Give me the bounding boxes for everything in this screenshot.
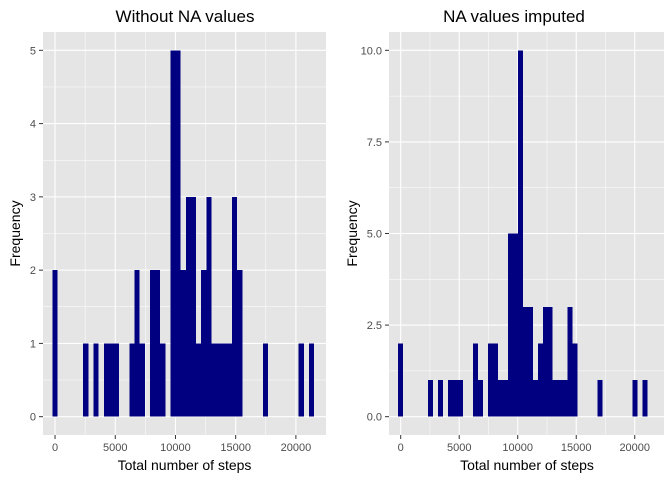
- histogram-bar: [262, 343, 268, 417]
- histogram-bar: [232, 196, 238, 417]
- panel-without-na: Without NA values 0 5000 10000 15000 20000 0 1…: [7, 7, 326, 473]
- y-tick-label: 5.0: [367, 229, 382, 241]
- histogram-bar: [226, 343, 233, 417]
- histogram-bars: [398, 50, 648, 417]
- y-tick-label: 7.5: [367, 137, 382, 149]
- histogram-bar: [567, 306, 573, 417]
- histogram-bar: [542, 306, 548, 417]
- histogram-bar: [206, 196, 212, 417]
- histogram-bar: [487, 343, 493, 417]
- histogram-bar: [522, 306, 528, 417]
- histogram-bar: [642, 380, 648, 417]
- histogram-bar: [527, 306, 533, 417]
- histogram-bar: [108, 343, 115, 417]
- histogram-bar: [190, 196, 197, 417]
- histogram-bar: [216, 343, 222, 417]
- histogram-bar: [497, 380, 503, 417]
- histogram-bar: [512, 233, 518, 417]
- histogram-bar: [160, 343, 166, 417]
- histogram-bar: [557, 380, 563, 417]
- histogram-bar: [572, 343, 578, 417]
- histogram-bar: [196, 343, 202, 417]
- histogram-bar: [507, 233, 513, 417]
- histogram-bar: [428, 380, 434, 417]
- histogram-bar: [492, 343, 498, 417]
- x-axis-title: Total number of steps: [460, 457, 594, 473]
- panel-title: NA values imputed: [443, 7, 585, 26]
- histogram-bar: [149, 270, 156, 417]
- x-tick-label: 15000: [220, 442, 251, 454]
- histogram-bar: [532, 380, 538, 417]
- histogram-bar: [180, 270, 186, 417]
- histogram-bar: [170, 50, 176, 417]
- histogram-bar: [139, 343, 145, 417]
- histogram-bar: [298, 343, 304, 417]
- histogram-bar: [114, 343, 120, 417]
- histogram-bar: [103, 343, 109, 417]
- histogram-bar: [547, 306, 553, 417]
- histogram-bar: [458, 380, 464, 417]
- x-tick-label: 10000: [502, 442, 533, 454]
- y-tick-label: 1: [30, 338, 36, 350]
- x-tick-label: 0: [398, 442, 404, 454]
- x-tick-label: 5000: [447, 442, 471, 454]
- y-tick-label: 5: [30, 45, 36, 57]
- histogram-bar: [175, 50, 181, 417]
- histogram-bar: [211, 343, 217, 417]
- panel-title: Without NA values: [116, 7, 255, 26]
- y-tick-label: 0: [30, 412, 36, 424]
- y-axis-title: Frequency: [344, 200, 360, 266]
- y-tick-label: 2.5: [367, 320, 382, 332]
- histogram-bar: [562, 380, 568, 417]
- histogram-bar: [308, 343, 315, 417]
- histogram-bar: [221, 343, 227, 417]
- y-tick-label: 2: [30, 265, 36, 277]
- y-tick-label: 0.0: [367, 412, 382, 424]
- y-axis-title: Frequency: [7, 200, 23, 266]
- histogram-bar: [448, 380, 454, 417]
- x-tick-label: 20000: [281, 442, 312, 454]
- histogram-bar: [632, 380, 638, 417]
- histogram-bar: [472, 343, 478, 417]
- histogram-bar: [502, 380, 508, 417]
- x-tick-label: 20000: [619, 442, 650, 454]
- histogram-bar: [155, 270, 161, 417]
- histogram-bar: [477, 380, 483, 417]
- panel-na-imputed: NA values imputed 0 5000 10000 15000 20000 0.…: [344, 7, 664, 473]
- x-tick-label: 15000: [561, 442, 592, 454]
- y-tick-label: 10.0: [361, 45, 382, 57]
- x-tick-label: 0: [52, 442, 58, 454]
- axis-ticks: 0 5000 10000 15000 20000 0 1 2 3 4 5: [30, 45, 311, 454]
- x-tick-label: 5000: [103, 442, 127, 454]
- x-axis-title: Total number of steps: [118, 457, 252, 473]
- histogram-bar: [201, 270, 207, 417]
- histogram-bar: [453, 380, 459, 417]
- y-tick-label: 4: [30, 119, 36, 131]
- histogram-bars: [52, 50, 315, 417]
- histogram-bar: [185, 196, 191, 417]
- y-tick-label: 3: [30, 192, 36, 204]
- histogram-bar: [134, 270, 140, 417]
- histogram-bar: [52, 270, 58, 417]
- histogram-bar: [438, 380, 444, 417]
- histogram-bar: [237, 270, 243, 417]
- histogram-bar: [537, 343, 543, 417]
- histogram-bar: [93, 343, 99, 417]
- histogram-bar: [597, 380, 603, 417]
- histogram-bar: [552, 380, 558, 417]
- histogram-bar: [517, 50, 523, 417]
- x-tick-label: 10000: [160, 442, 191, 454]
- histogram-bar: [129, 343, 135, 417]
- histogram-bar: [398, 343, 404, 417]
- axis-ticks: 0 5000 10000 15000 20000 0.0 2.5 5.0 7.5 10.0: [361, 45, 650, 454]
- histogram-bar: [83, 343, 89, 417]
